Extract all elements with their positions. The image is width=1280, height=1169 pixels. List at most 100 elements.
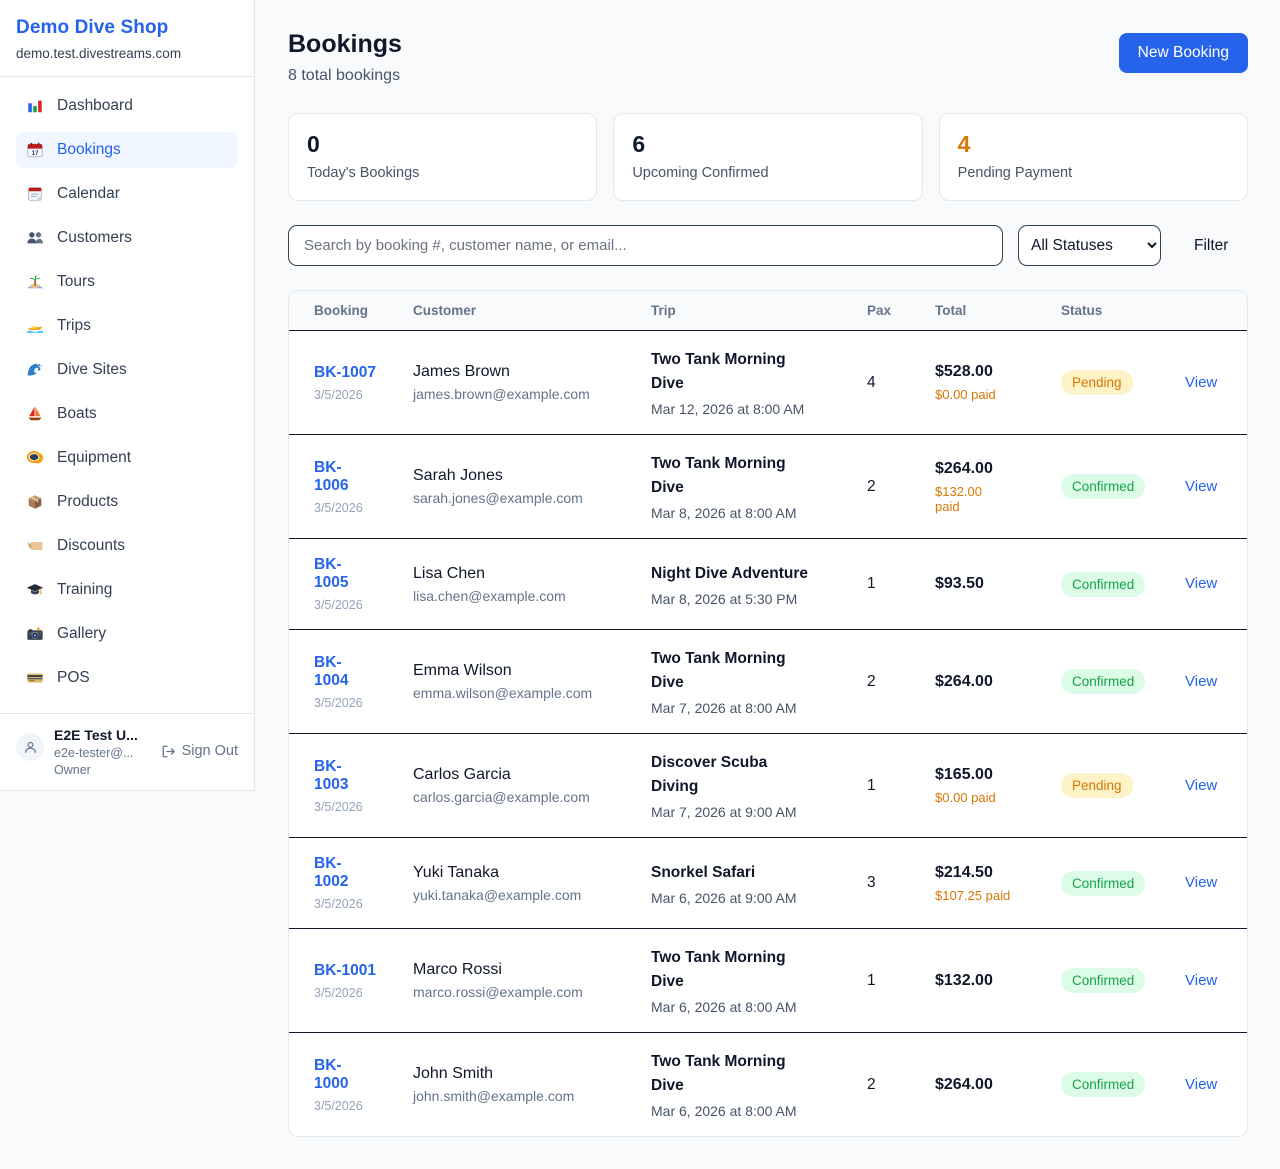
booking-id-link[interactable]: BK-1007 (314, 363, 377, 381)
pax-count: 2 (867, 672, 876, 690)
view-link[interactable]: View (1185, 672, 1218, 690)
total-amount: $264.00 (935, 459, 993, 477)
person-icon (24, 741, 36, 753)
customer-email: carlos.garcia@example.com (413, 789, 590, 806)
sign-out-button[interactable]: Sign Out (161, 743, 238, 759)
sidebar-item-dashboard[interactable]: Dashboard (16, 88, 238, 124)
table-header-row: Booking Customer Trip Pax Total Status (289, 291, 1247, 331)
sidebar-item-pos[interactable]: POS (16, 660, 238, 696)
total-amount: $264.00 (935, 1075, 993, 1093)
sidebar-item-training[interactable]: Training (16, 572, 238, 608)
sidebar-item-label: Dive Sites (57, 361, 127, 378)
trip-name: Two Tank Morning Dive (651, 650, 786, 692)
new-booking-button[interactable]: New Booking (1118, 33, 1248, 73)
trip-time: Mar 7, 2026 at 9:00 AM (651, 804, 797, 821)
status-select[interactable]: All Statuses (1018, 225, 1161, 266)
view-link[interactable]: View (1185, 1075, 1218, 1093)
customer-email: john.smith@example.com (413, 1088, 575, 1105)
booking-date: 3/5/2026 (314, 500, 363, 515)
booking-id-link[interactable]: BK-1004 (314, 653, 349, 689)
sidebar: Demo Dive Shop demo.test.divestreams.com… (0, 0, 255, 791)
trip-time: Mar 6, 2026 at 8:00 AM (651, 999, 797, 1016)
pax-count: 1 (867, 575, 876, 593)
booking-id-link[interactable]: BK-1006 (314, 458, 349, 494)
customer-email: lisa.chen@example.com (413, 587, 566, 604)
view-link[interactable]: View (1185, 776, 1218, 794)
sidebar-item-calendar[interactable]: Calendar (16, 176, 238, 212)
island-icon (26, 273, 44, 291)
stats-row: 0 Today's Bookings 6 Upcoming Confirmed … (288, 113, 1248, 201)
sidebar-item-tours[interactable]: Tours (16, 264, 238, 300)
pax-count: 2 (867, 1075, 876, 1093)
sidebar-item-gallery[interactable]: Gallery (16, 616, 238, 652)
sidebar-item-label: Boats (57, 405, 97, 422)
booking-date: 3/5/2026 (314, 1098, 363, 1113)
sidebar-item-trips[interactable]: Trips (16, 308, 238, 344)
stat-card-todays-bookings: 0 Today's Bookings (288, 113, 598, 201)
view-link[interactable]: View (1185, 575, 1218, 593)
column-header-pax: Pax (855, 291, 923, 331)
total-amount: $165.00 (935, 766, 993, 784)
paid-amount: $107.25 paid (935, 887, 1011, 903)
sidebar-item-label: Gallery (57, 625, 107, 642)
sidebar-item-boats[interactable]: Boats (16, 396, 238, 432)
paid-amount: $0.00 paid (935, 387, 996, 403)
stat-value: 6 (632, 131, 646, 157)
stat-label: Today's Bookings (307, 165, 420, 181)
user-info: E2E Test U... e2e-tester@... Owner (54, 727, 151, 777)
trip-name: Snorkel Safari (651, 863, 756, 881)
svg-text:17: 17 (31, 150, 39, 157)
wave-icon (26, 361, 44, 379)
bar-chart-icon (26, 97, 44, 115)
paid-amount: $0.00 paid (935, 790, 996, 806)
booking-id-link[interactable]: BK-1001 (314, 961, 377, 979)
customer-name: Lisa Chen (413, 564, 486, 582)
customer-name: John Smith (413, 1065, 494, 1083)
sign-out-label: Sign Out (181, 743, 238, 759)
filter-button[interactable]: Filter (1194, 236, 1229, 254)
table-row: BK-1005 3/5/2026 Lisa Chen lisa.chen@exa… (289, 538, 1247, 630)
table-row: BK-1002 3/5/2026 Yuki Tanaka yuki.tanaka… (289, 837, 1247, 929)
user-name: E2E Test U... (54, 727, 138, 743)
column-header-total: Total (923, 291, 1049, 331)
dive-mask-icon (26, 449, 44, 467)
view-link[interactable]: View (1185, 477, 1218, 495)
shop-name: Demo Dive Shop (16, 17, 169, 38)
booking-id-link[interactable]: BK-1000 (314, 1056, 349, 1092)
pax-count: 2 (867, 477, 876, 495)
booking-date: 3/5/2026 (314, 387, 363, 402)
customer-email: sarah.jones@example.com (413, 490, 583, 507)
view-link[interactable]: View (1185, 971, 1218, 989)
status-badge: Pending (1061, 773, 1133, 799)
stat-label: Pending Payment (957, 165, 1073, 181)
table-row: BK-1004 3/5/2026 Emma Wilson emma.wilson… (289, 629, 1247, 734)
search-input[interactable] (288, 225, 1003, 266)
customer-name: Sarah Jones (413, 467, 503, 485)
view-link[interactable]: View (1185, 874, 1218, 892)
trip-time: Mar 12, 2026 at 8:00 AM (651, 401, 805, 418)
customer-name: Carlos Garcia (413, 766, 511, 784)
column-header-status: Status (1049, 291, 1173, 331)
status-badge: Confirmed (1061, 474, 1146, 500)
view-link[interactable]: View (1185, 373, 1218, 391)
column-header-trip: Trip (639, 291, 855, 331)
customer-email: james.brown@example.com (413, 386, 590, 403)
booking-id-link[interactable]: BK-1005 (314, 556, 349, 592)
trip-time: Mar 8, 2026 at 8:00 AM (651, 505, 797, 522)
sidebar-item-dive-sites[interactable]: Dive Sites (16, 352, 238, 388)
package-icon (26, 493, 44, 511)
booking-date: 3/5/2026 (314, 799, 363, 814)
sidebar-item-products[interactable]: Products (16, 484, 238, 520)
speedboat-icon (26, 317, 44, 335)
sidebar-item-equipment[interactable]: Equipment (16, 440, 238, 476)
sidebar-item-discounts[interactable]: Discounts (16, 528, 238, 564)
tear-calendar-icon (26, 185, 44, 203)
booking-id-link[interactable]: BK-1002 (314, 855, 349, 891)
sidebar-item-bookings[interactable]: 17 Bookings (16, 132, 238, 168)
sidebar-item-customers[interactable]: Customers (16, 220, 238, 256)
sidebar-user-section: E2E Test U... e2e-tester@... Owner Sign … (0, 713, 254, 790)
customer-email: marco.rossi@example.com (413, 984, 583, 1001)
booking-id-link[interactable]: BK-1003 (314, 757, 349, 793)
booking-date: 3/5/2026 (314, 897, 363, 912)
trip-time: Mar 8, 2026 at 5:30 PM (651, 590, 798, 607)
